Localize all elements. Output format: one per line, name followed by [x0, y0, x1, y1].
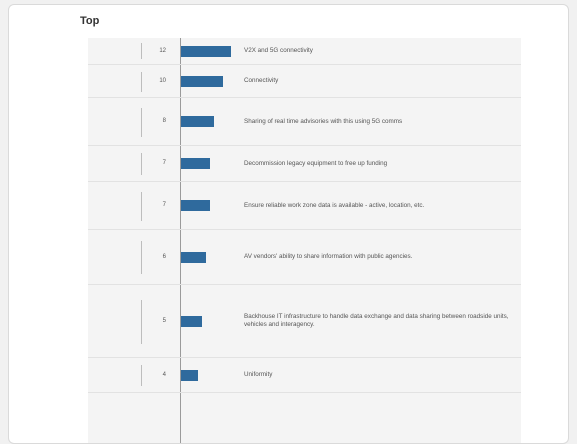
category-axis-line — [180, 38, 181, 443]
chart-row: 10 Connectivity — [88, 65, 521, 98]
row-tick — [141, 365, 142, 386]
category-label: Decommission legacy equipment to free up… — [244, 159, 388, 167]
row-tick — [141, 300, 142, 344]
row-tick — [141, 43, 142, 59]
row-tick — [141, 153, 142, 175]
bar — [181, 75, 223, 87]
category-label: AV vendors' ability to share information… — [244, 253, 413, 260]
category-label: Ensure reliable work zone data is availa… — [244, 201, 425, 209]
bar-value-label: 6 — [162, 253, 166, 260]
row-tick — [141, 192, 142, 221]
category-label: Backhouse IT infrastructure to handle da… — [244, 312, 509, 329]
row-tick — [141, 72, 142, 92]
category-label: Uniformity — [244, 371, 273, 378]
bar — [181, 200, 211, 211]
bar-value-label: 5 — [162, 317, 166, 324]
bar-value-label: 7 — [162, 202, 166, 208]
row-tick — [141, 241, 142, 274]
chart-row: 7 Decommission legacy equipment to free u… — [88, 146, 521, 182]
bar-value-label: 12 — [159, 47, 166, 54]
chart-row: 7 Ensure reliable work zone data is avail… — [88, 182, 521, 230]
category-label: Connectivity — [244, 77, 279, 84]
chart-row: 5 Backhouse IT infrastructure to handle d… — [88, 285, 521, 358]
chart-title: Top — [80, 15, 100, 27]
bar-value-label: 10 — [159, 77, 166, 84]
chart-card: Top 12 V2X and 5G connectivity 10 Connectiv… — [8, 4, 569, 444]
bar-value-label: 4 — [162, 371, 166, 378]
bar — [181, 251, 206, 263]
chart-panel: 12 V2X and 5G connectivity 10 Connectivity 8… — [88, 38, 521, 443]
bar — [181, 315, 202, 327]
chart-row: 8 Sharing of real time advisories with th… — [88, 98, 521, 146]
chart-row: 12 V2X and 5G connectivity — [88, 38, 521, 65]
row-tick — [141, 108, 142, 137]
chart-row: 4 Uniformity — [88, 358, 521, 393]
chart-row: 6 AV vendors' ability to share informatio… — [88, 230, 521, 285]
bar — [181, 116, 215, 127]
bar — [181, 369, 198, 381]
bar-value-label: 7 — [162, 160, 166, 166]
bar-value-label: 8 — [162, 118, 166, 124]
category-label: V2X and 5G connectivity — [244, 47, 313, 54]
bar — [181, 158, 211, 169]
category-label: Sharing of real time advisories with thi… — [244, 117, 403, 125]
bar — [181, 45, 231, 57]
